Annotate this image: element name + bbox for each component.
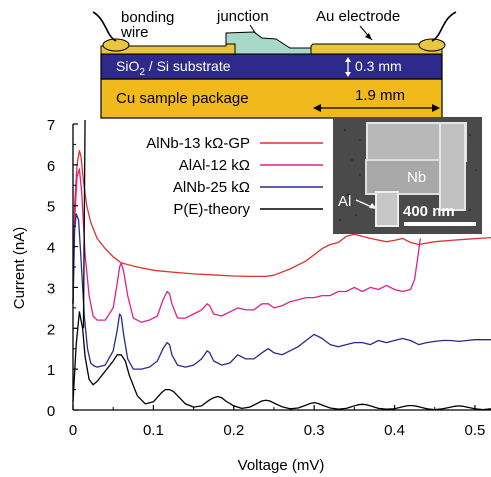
substrate-layer [100, 53, 443, 80]
series-layer [72, 119, 491, 411]
axes-layer: 0 1 2 3 4 5 6 7 0 0.1 0.2 0.3 0.4 0.5 [47, 117, 491, 439]
label-substrate: SiO2 / Si substrate [116, 58, 231, 78]
sem-nb-pad [365, 159, 444, 195]
sem-scalebar-label: 400 nm [403, 203, 455, 220]
theory-spike [82, 119, 86, 329]
width-arrow [313, 104, 440, 112]
x-tick-label: 0.3 [304, 422, 325, 439]
series-line-2 [72, 168, 421, 323]
label-wire: wire [120, 24, 149, 41]
y-tick-label: 3 [47, 280, 55, 297]
bond-ball-left [102, 38, 130, 52]
y-tick-label: 2 [47, 321, 55, 338]
y-tick-label: 1 [47, 362, 55, 379]
x-tick-label: 0.2 [223, 422, 244, 439]
sem-scalebar [404, 222, 476, 226]
sem-label-nb: Nb [407, 169, 426, 186]
x-tick-label: 0 [69, 422, 77, 439]
x-tick-label: 0.5 [464, 422, 485, 439]
sem-label-al: Al [338, 193, 351, 210]
legend-label-4: P(E)-theory [173, 201, 250, 218]
sem-al-stub [375, 191, 399, 227]
y-tick-label: 0 [47, 403, 55, 420]
y-tick-label: 4 [47, 240, 55, 257]
legend-label-2: AlAl-12 kΩ [179, 157, 250, 174]
legend-label-3: AlNb-25 kΩ [173, 179, 250, 196]
y-tick-label: 7 [47, 117, 55, 134]
series-line-1 [72, 149, 491, 304]
label-junction: junction [216, 8, 269, 25]
cu-package-layer [100, 78, 443, 119]
pointer-au-head [365, 33, 372, 40]
au-electrode-right [310, 43, 443, 55]
x-tick-label: 0.4 [384, 422, 405, 439]
bond-ball-right [418, 38, 446, 52]
series-line-3 [72, 213, 491, 370]
bonding-wire-left [92, 11, 117, 42]
pointer-junction [249, 24, 257, 35]
device-schematic: bonding wire junction Au electrode SiO2 … [92, 8, 457, 119]
x-tick-label: 0.1 [143, 422, 164, 439]
sem-nb-arm [439, 122, 466, 211]
y-axis-label: Current (nA) [11, 227, 28, 310]
junction-film [225, 31, 312, 55]
y-tick-label: 6 [47, 158, 55, 175]
label-width: 1.9 mm [355, 87, 405, 104]
x-axis-label: Voltage (mV) [238, 457, 325, 474]
y-tick-label: 5 [47, 199, 55, 216]
sem-al-pointer-head [369, 203, 377, 209]
bonding-wire-right [431, 11, 457, 42]
label-thickness: 0.3 mm [355, 58, 402, 74]
label-bonding: bonding [121, 9, 174, 26]
thickness-arrow [345, 57, 351, 77]
series-line-4 [72, 311, 491, 411]
label-package: Cu sample package [116, 90, 249, 107]
sem-inset: Nb Al 400 nm [333, 117, 482, 234]
legend-label-1: AlNb-13 kΩ-GP [146, 135, 250, 152]
legend: AlNb-13 kΩ-GP AlAl-12 kΩ AlNb-25 kΩ P(E)-th… [146, 135, 323, 218]
label-au-electrode: Au electrode [316, 8, 400, 25]
